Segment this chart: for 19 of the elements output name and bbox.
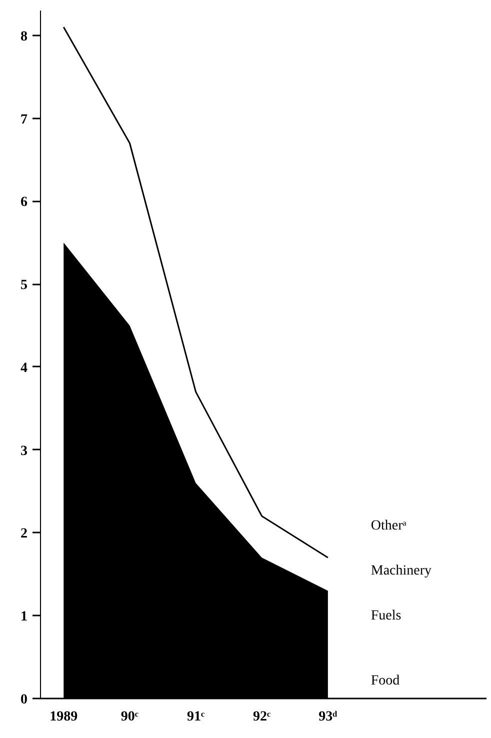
y-tick-label: 2 (20, 526, 28, 542)
y-tick-label: 8 (20, 29, 28, 44)
x-tick-label: 91ᶜ (186, 710, 205, 724)
y-tick-label: 7 (20, 112, 28, 128)
y-tick-label: 5 (20, 278, 28, 294)
y-tick-label: 6 (20, 195, 28, 210)
y-tick-label: 3 (20, 444, 28, 459)
x-tick-label: 1989 (50, 710, 78, 724)
text: Food (370, 674, 400, 688)
line-series (62, 26, 329, 558)
y-tick-label: 4 (20, 360, 28, 376)
x-tick-label: 90ᶜ (120, 710, 139, 724)
x-tick-label: 93ᵈ (318, 710, 338, 724)
y-tick-label: 0 (20, 692, 28, 708)
x-tick-label: 92ᶜ (253, 710, 272, 724)
text: Otherᵃ (370, 518, 407, 534)
y-tick-label: 1 (20, 610, 28, 625)
text: Fuels (370, 608, 402, 624)
text: Machinery (370, 564, 432, 578)
